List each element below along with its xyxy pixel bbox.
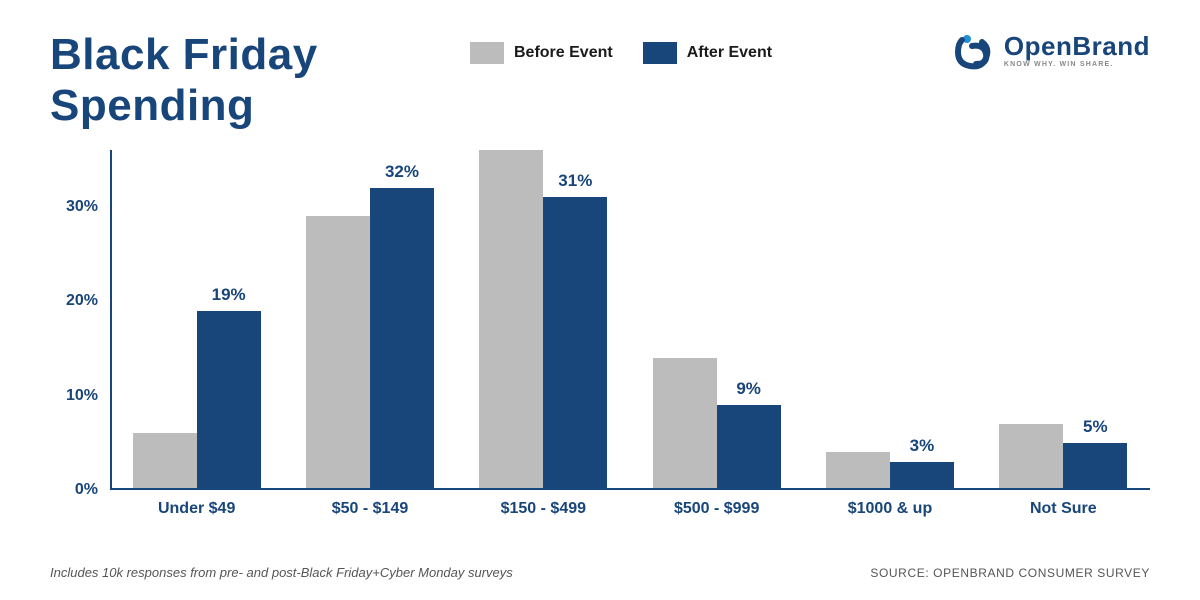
x-axis-label: $500 - $999	[630, 490, 803, 530]
y-tick-label: 20%	[66, 292, 98, 310]
title-line-2: Spending	[50, 81, 254, 130]
legend: Before Event After Event	[470, 42, 772, 64]
bar-wrap	[653, 150, 717, 490]
bar-wrap	[826, 150, 890, 490]
logo-mark-icon	[954, 30, 994, 70]
legend-swatch	[470, 42, 504, 64]
bar	[653, 358, 717, 490]
bar-value-label: 3%	[910, 436, 935, 456]
bar	[717, 405, 781, 490]
bar	[306, 216, 370, 490]
plot-area: 19% 32% 31% 9% 3% 5%	[110, 150, 1150, 490]
bar	[543, 197, 607, 490]
spending-chart: 0%10%20%30% 19%32%31%9%3%5% Under $49$50…	[50, 150, 1150, 530]
bar	[133, 433, 197, 490]
bar-wrap: 19%	[197, 150, 261, 490]
bar-wrap: 31%	[543, 150, 607, 490]
x-axis-label: $1000 & up	[803, 490, 976, 530]
bar-value-label: 31%	[558, 171, 592, 191]
legend-swatch	[643, 42, 677, 64]
x-axis-label: $50 - $149	[283, 490, 456, 530]
bar-group: 19%	[110, 150, 283, 490]
bar-wrap	[479, 150, 543, 490]
page: Black Friday Spending Before Event After …	[0, 0, 1200, 600]
bar-wrap: 3%	[890, 150, 954, 490]
bar-groups: 19% 32% 31% 9% 3% 5%	[110, 150, 1150, 490]
legend-item: Before Event	[470, 42, 613, 64]
source-attribution: SOURCE: OPENBRAND CONSUMER SURVEY	[870, 566, 1150, 580]
x-axis-label: Under $49	[110, 490, 283, 530]
bar-wrap	[999, 150, 1063, 490]
logo-name: OpenBrand	[1004, 33, 1150, 59]
bar-value-label: 5%	[1083, 417, 1108, 437]
bar	[197, 311, 261, 490]
bar	[890, 462, 954, 490]
bar-group: 5%	[977, 150, 1150, 490]
legend-label: Before Event	[514, 44, 613, 62]
bar-group: 32%	[283, 150, 456, 490]
bar-group: 3%	[803, 150, 976, 490]
bar	[999, 424, 1063, 490]
legend-label: After Event	[687, 44, 772, 62]
y-tick-label: 10%	[66, 387, 98, 405]
y-axis: 0%10%20%30%	[50, 150, 110, 490]
x-axis-label: Not Sure	[977, 490, 1150, 530]
bar	[826, 452, 890, 490]
y-tick-label: 30%	[66, 198, 98, 216]
page-title: Black Friday Spending	[50, 30, 318, 131]
bar-group: 31%	[457, 150, 630, 490]
logo-tagline: KNOW WHY. WIN SHARE.	[1004, 61, 1150, 68]
bar-group: 9%	[630, 150, 803, 490]
bar-wrap	[306, 150, 370, 490]
bar-value-label: 19%	[212, 285, 246, 305]
bar-wrap: 32%	[370, 150, 434, 490]
bar	[479, 150, 543, 490]
brand-logo: OpenBrand KNOW WHY. WIN SHARE.	[954, 30, 1150, 70]
bar-value-label: 9%	[736, 379, 761, 399]
title-line-1: Black Friday	[50, 30, 318, 79]
legend-item: After Event	[643, 42, 772, 64]
bar-wrap: 5%	[1063, 150, 1127, 490]
logo-text: OpenBrand KNOW WHY. WIN SHARE.	[1004, 33, 1150, 68]
bar	[370, 188, 434, 490]
footnote: Includes 10k responses from pre- and pos…	[50, 565, 513, 580]
y-tick-label: 0%	[75, 481, 98, 499]
bar-value-label: 32%	[385, 162, 419, 182]
x-axis-labels: Under $49$50 - $149$150 - $499$500 - $99…	[110, 490, 1150, 530]
bar-wrap	[133, 150, 197, 490]
bar-wrap: 9%	[717, 150, 781, 490]
bar	[1063, 443, 1127, 490]
x-axis-label: $150 - $499	[457, 490, 630, 530]
